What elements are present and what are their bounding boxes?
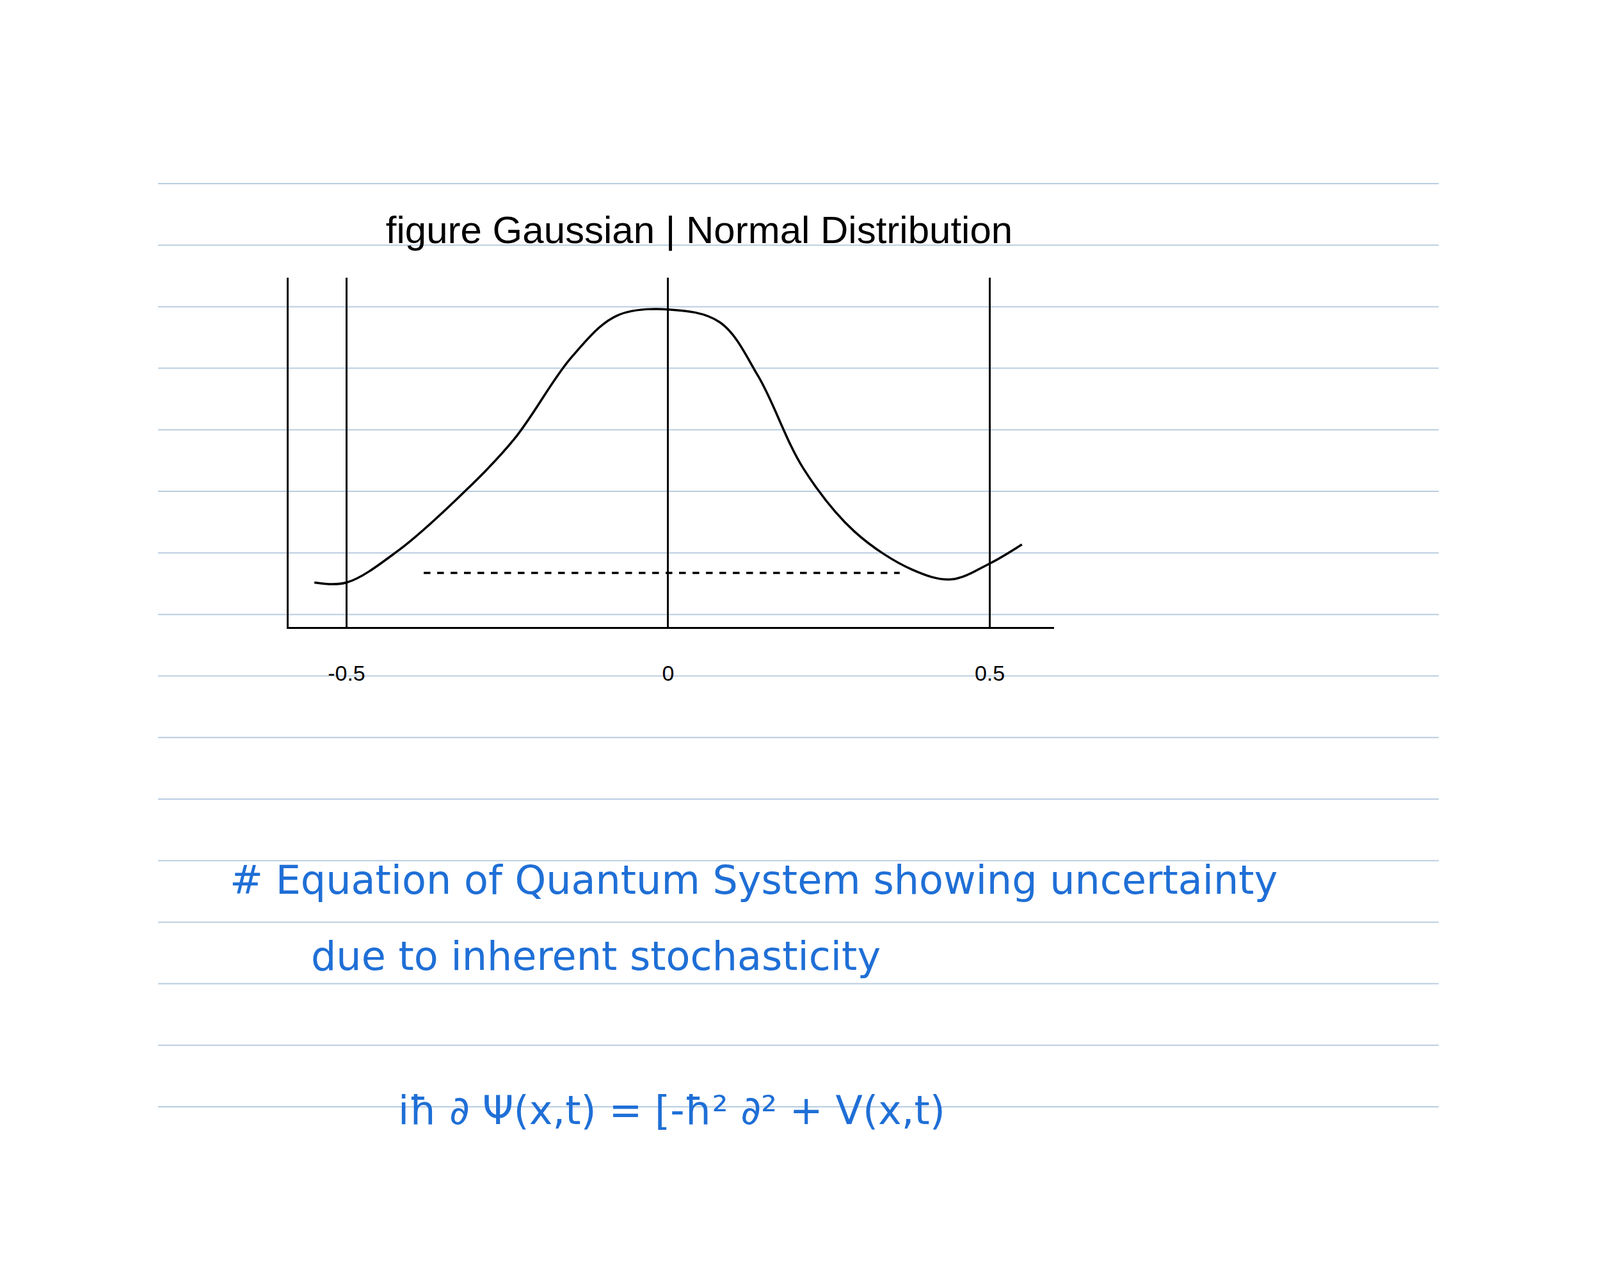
- svg-text:0: 0: [662, 661, 675, 686]
- html-text:# Equation of Quantum System s: # Equation of Quantum System showing unc…: [229, 856, 1278, 904]
- svg-text:-0.5: -0.5: [327, 661, 366, 686]
- svg-text:0.5: 0.5: [974, 661, 1005, 686]
- svg-text:figure Gaussian | Normal Distr: figure Gaussian | Normal Distribution: [385, 208, 1013, 252]
- html-text:iħ ∂ Ψ(x,t) = [-ħ² ∂² + V(x,t): iħ ∂ Ψ(x,t) = [-ħ² ∂² + V(x,t): [398, 1087, 946, 1135]
- html-text:due to inherent stochasticity: due to inherent stochasticity: [311, 933, 881, 980]
